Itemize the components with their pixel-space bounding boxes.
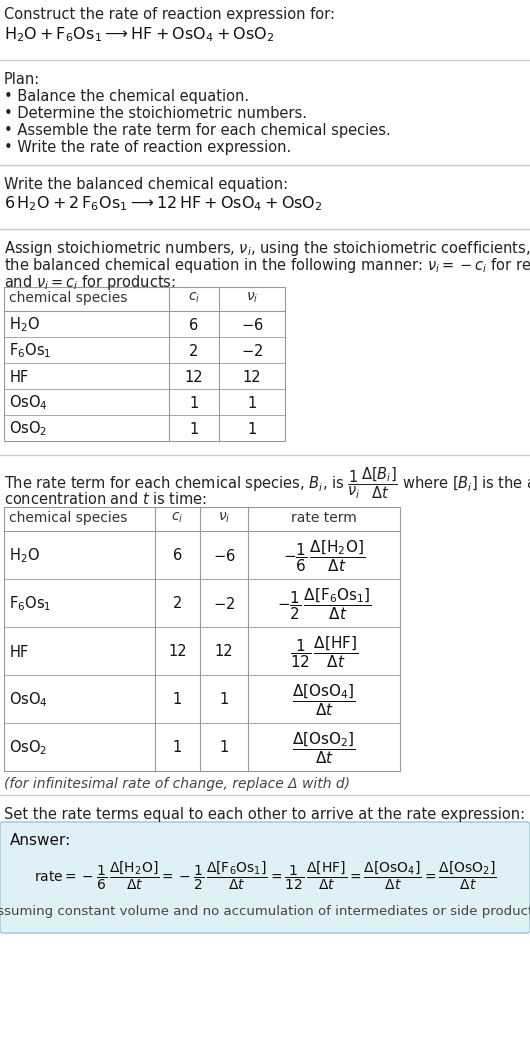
- Text: 1: 1: [219, 741, 228, 755]
- Text: $\mathrm{F_6Os_1}$: $\mathrm{F_6Os_1}$: [9, 342, 51, 361]
- Text: 12: 12: [168, 644, 187, 659]
- Text: 1: 1: [248, 422, 257, 436]
- Text: $-\dfrac{1}{6}\,\dfrac{\Delta[\mathrm{H_2O}]}{\Delta t}$: $-\dfrac{1}{6}\,\dfrac{\Delta[\mathrm{H_…: [283, 538, 365, 574]
- Text: chemical species: chemical species: [9, 291, 127, 305]
- Text: Write the balanced chemical equation:: Write the balanced chemical equation:: [4, 177, 288, 192]
- Text: $\mathrm{OsO_2}$: $\mathrm{OsO_2}$: [9, 738, 47, 757]
- Text: $\mathrm{OsO_4}$: $\mathrm{OsO_4}$: [9, 690, 48, 709]
- Text: (assuming constant volume and no accumulation of intermediates or side products): (assuming constant volume and no accumul…: [0, 905, 530, 918]
- Text: • Write the rate of reaction expression.: • Write the rate of reaction expression.: [4, 140, 292, 155]
- Text: $\dfrac{\Delta[\mathrm{OsO_4}]}{\Delta t}$: $\dfrac{\Delta[\mathrm{OsO_4}]}{\Delta t…: [292, 682, 356, 718]
- Text: the balanced chemical equation in the following manner: $\nu_i = -c_i$ for react: the balanced chemical equation in the fo…: [4, 256, 530, 275]
- Text: concentration and $t$ is time:: concentration and $t$ is time:: [4, 491, 207, 507]
- Text: $\nu_i$: $\nu_i$: [246, 291, 258, 305]
- Text: $-2$: $-2$: [241, 343, 263, 359]
- Text: 1: 1: [248, 395, 257, 410]
- Text: 1: 1: [219, 692, 228, 707]
- Text: (for infinitesimal rate of change, replace Δ with d): (for infinitesimal rate of change, repla…: [4, 777, 350, 791]
- Text: rate term: rate term: [291, 511, 357, 525]
- Bar: [4, 507, 400, 771]
- Text: • Assemble the rate term for each chemical species.: • Assemble the rate term for each chemic…: [4, 123, 391, 138]
- Text: • Determine the stoichiometric numbers.: • Determine the stoichiometric numbers.: [4, 106, 307, 121]
- Text: $\mathrm{rate} = -\dfrac{1}{6}\,\dfrac{\Delta[\mathrm{H_2O}]}{\Delta t} = -\dfra: $\mathrm{rate} = -\dfrac{1}{6}\,\dfrac{\…: [33, 860, 497, 892]
- Text: $\mathrm{HF}$: $\mathrm{HF}$: [9, 369, 30, 385]
- Text: $c_i$: $c_i$: [171, 511, 183, 525]
- Text: 6: 6: [189, 318, 199, 333]
- FancyBboxPatch shape: [0, 822, 530, 933]
- Text: 6: 6: [173, 548, 182, 564]
- Text: $\nu_i$: $\nu_i$: [218, 511, 230, 525]
- Text: 12: 12: [184, 369, 204, 385]
- Text: $c_i$: $c_i$: [188, 291, 200, 305]
- Text: The rate term for each chemical species, $B_i$, is $\dfrac{1}{\nu_i}\dfrac{\Delt: The rate term for each chemical species,…: [4, 465, 530, 501]
- Text: 2: 2: [189, 343, 199, 359]
- Text: $-6$: $-6$: [213, 548, 235, 564]
- Text: 1: 1: [173, 692, 182, 707]
- Text: $-6$: $-6$: [241, 317, 263, 333]
- Text: $-2$: $-2$: [213, 596, 235, 612]
- Text: $\dfrac{\Delta[\mathrm{OsO_2}]}{\Delta t}$: $\dfrac{\Delta[\mathrm{OsO_2}]}{\Delta t…: [292, 730, 356, 766]
- Text: 1: 1: [173, 741, 182, 755]
- Text: $\dfrac{1}{12}\,\dfrac{\Delta[\mathrm{HF}]}{\Delta t}$: $\dfrac{1}{12}\,\dfrac{\Delta[\mathrm{HF…: [290, 634, 358, 669]
- Text: 12: 12: [243, 369, 261, 385]
- Text: $\mathrm{OsO_4}$: $\mathrm{OsO_4}$: [9, 393, 48, 412]
- Text: and $\nu_i = c_i$ for products:: and $\nu_i = c_i$ for products:: [4, 273, 176, 292]
- Text: $\mathrm{OsO_2}$: $\mathrm{OsO_2}$: [9, 419, 47, 438]
- Text: $\mathrm{HF}$: $\mathrm{HF}$: [9, 644, 30, 660]
- Text: $\mathrm{H_2O}$: $\mathrm{H_2O}$: [9, 547, 40, 565]
- Text: 2: 2: [173, 596, 182, 612]
- Text: $\mathrm{H_2O + F_6Os_1 \longrightarrow HF + OsO_4 + OsO_2}$: $\mathrm{H_2O + F_6Os_1 \longrightarrow …: [4, 25, 274, 44]
- Text: • Balance the chemical equation.: • Balance the chemical equation.: [4, 89, 249, 104]
- Text: Construct the rate of reaction expression for:: Construct the rate of reaction expressio…: [4, 7, 335, 22]
- Text: $\mathrm{H_2O}$: $\mathrm{H_2O}$: [9, 316, 40, 335]
- Text: $-\dfrac{1}{2}\,\dfrac{\Delta[\mathrm{F_6Os_1}]}{\Delta t}$: $-\dfrac{1}{2}\,\dfrac{\Delta[\mathrm{F_…: [277, 586, 372, 622]
- Text: 1: 1: [189, 395, 199, 410]
- Text: $\mathrm{6\,H_2O + 2\,F_6Os_1 \longrightarrow 12\,HF + OsO_4 + OsO_2}$: $\mathrm{6\,H_2O + 2\,F_6Os_1 \longright…: [4, 194, 323, 212]
- Text: 1: 1: [189, 422, 199, 436]
- Text: $\mathrm{F_6Os_1}$: $\mathrm{F_6Os_1}$: [9, 594, 51, 613]
- Text: Plan:: Plan:: [4, 72, 40, 87]
- Text: Set the rate terms equal to each other to arrive at the rate expression:: Set the rate terms equal to each other t…: [4, 808, 525, 822]
- Text: Assign stoichiometric numbers, $\nu_i$, using the stoichiometric coefficients, $: Assign stoichiometric numbers, $\nu_i$, …: [4, 238, 530, 258]
- Bar: [4, 287, 285, 441]
- Text: 12: 12: [215, 644, 233, 659]
- Text: chemical species: chemical species: [9, 511, 127, 525]
- Text: Answer:: Answer:: [10, 833, 71, 848]
